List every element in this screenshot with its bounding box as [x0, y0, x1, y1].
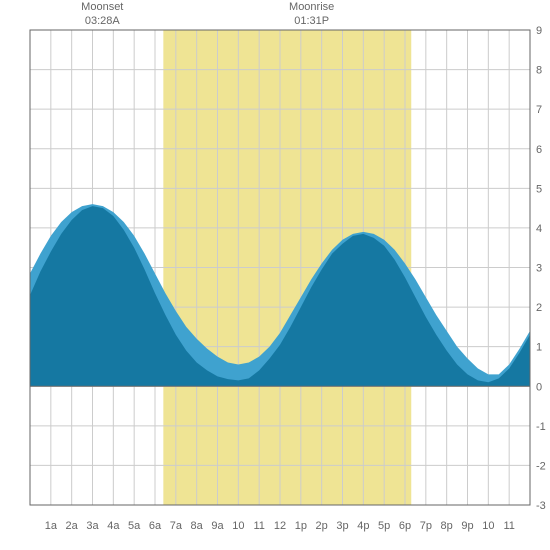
svg-text:8: 8	[536, 65, 542, 77]
svg-text:9p: 9p	[461, 520, 473, 532]
svg-text:0: 0	[536, 381, 542, 393]
svg-text:5p: 5p	[378, 520, 390, 532]
svg-text:3: 3	[536, 263, 542, 275]
svg-text:7: 7	[536, 104, 542, 116]
svg-text:-1: -1	[536, 421, 546, 433]
svg-text:2a: 2a	[66, 520, 79, 532]
svg-text:1: 1	[536, 342, 542, 354]
svg-text:-3: -3	[536, 500, 546, 512]
svg-text:6: 6	[536, 144, 542, 156]
svg-text:11: 11	[253, 520, 264, 532]
svg-text:2p: 2p	[316, 520, 328, 532]
chart-svg: -3-2-101234567891a2a3a4a5a6a7a8a9a101112…	[0, 0, 550, 550]
svg-text:5: 5	[536, 183, 542, 195]
svg-text:9a: 9a	[211, 520, 224, 532]
moonrise-time: 01:31P	[282, 14, 342, 28]
svg-text:6a: 6a	[149, 520, 162, 532]
svg-text:7p: 7p	[420, 520, 432, 532]
svg-text:8a: 8a	[191, 520, 204, 532]
x-axis-labels: 1a 2a 3a 4a 5a 6a 7a 8a 9a 10 11 12 1p 2p 3p 4p 5p 6p 7p 8p…	[45, 520, 515, 532]
svg-text:10: 10	[482, 520, 494, 532]
y-axis-labels: -3 -2 -1 0 1 2 3 4 5 6 7 8 9	[536, 25, 546, 512]
svg-text:8p: 8p	[441, 520, 453, 532]
moonset-time: 03:28A	[72, 14, 132, 28]
moonrise-title: Moonrise	[282, 0, 342, 14]
svg-text:4: 4	[536, 223, 542, 235]
svg-text:4a: 4a	[107, 520, 120, 532]
svg-text:4p: 4p	[357, 520, 369, 532]
svg-text:3p: 3p	[336, 520, 348, 532]
svg-text:7a: 7a	[170, 520, 183, 532]
svg-text:3a: 3a	[86, 520, 99, 532]
svg-text:-2: -2	[536, 460, 546, 472]
tide-chart: Moonset 03:28A Moonrise 01:31P -3-2-1012…	[0, 0, 550, 550]
moonrise-label: Moonrise 01:31P	[282, 0, 342, 29]
svg-text:9: 9	[536, 25, 542, 37]
svg-text:2: 2	[536, 302, 542, 314]
svg-text:5a: 5a	[128, 520, 141, 532]
moonset-title: Moonset	[72, 0, 132, 14]
moonset-label: Moonset 03:28A	[72, 0, 132, 29]
svg-text:6p: 6p	[399, 520, 411, 532]
svg-text:1p: 1p	[295, 520, 307, 532]
svg-text:1a: 1a	[45, 520, 58, 532]
svg-text:10: 10	[232, 520, 244, 532]
svg-text:12: 12	[274, 520, 286, 532]
svg-text:11: 11	[503, 520, 514, 532]
